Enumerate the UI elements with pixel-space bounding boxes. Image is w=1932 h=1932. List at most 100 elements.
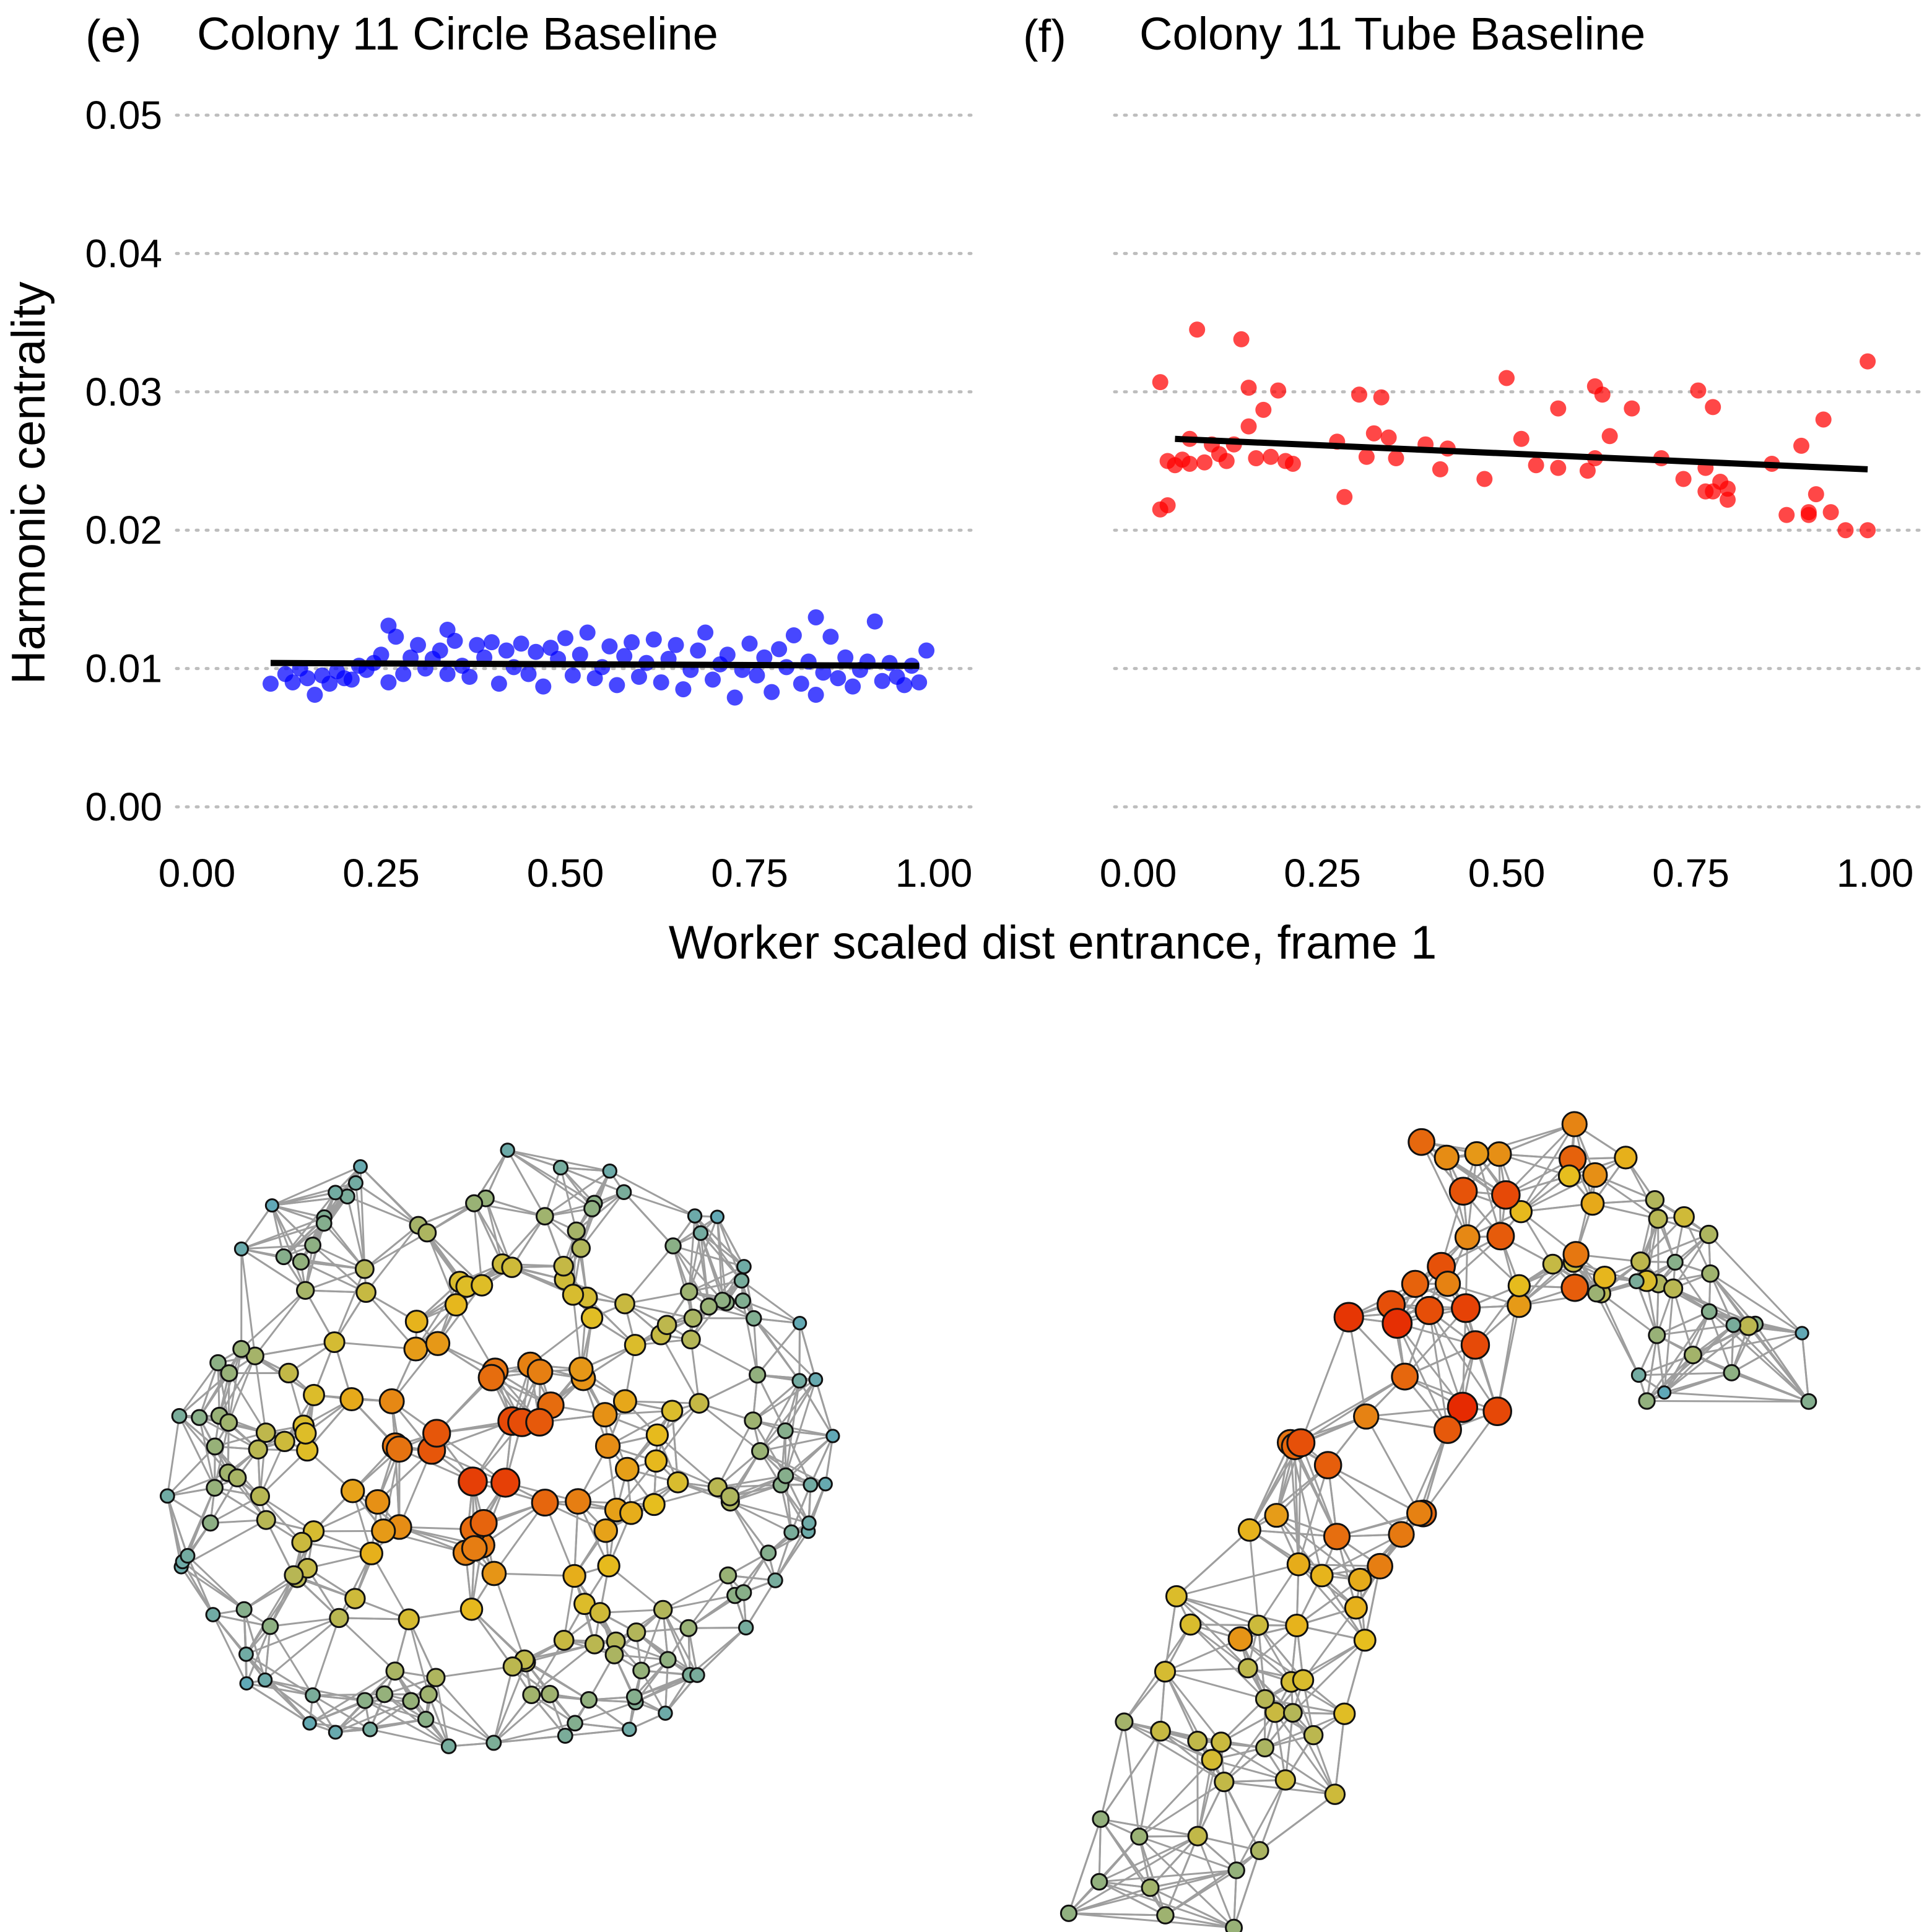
- data-point: [395, 666, 412, 682]
- network-edge: [662, 1574, 729, 1611]
- network-edge: [798, 1323, 801, 1381]
- network-edge: [493, 1722, 575, 1744]
- network-edge: [212, 1614, 248, 1684]
- data-point: [771, 641, 788, 658]
- network-node: [1486, 1141, 1512, 1167]
- network-node: [315, 1215, 333, 1232]
- data-point: [284, 674, 301, 690]
- network-edge: [799, 1323, 817, 1380]
- network-edge: [471, 1608, 514, 1668]
- network-node: [344, 1588, 366, 1609]
- network-edge: [752, 1420, 787, 1476]
- network-node: [625, 1688, 643, 1705]
- data-point: [484, 634, 500, 651]
- data-point: [572, 646, 588, 663]
- network-edge: [507, 1149, 593, 1210]
- network-edge: [1068, 1912, 1234, 1929]
- panel-f-gridlines: [1113, 113, 1921, 809]
- network-edge: [178, 1372, 230, 1417]
- network-edge: [1160, 1730, 1225, 1783]
- network-edge: [166, 1495, 184, 1562]
- network-edge: [784, 1430, 812, 1486]
- network-node: [1738, 1316, 1759, 1336]
- data-point: [1860, 353, 1876, 370]
- network-edge: [1418, 1429, 1449, 1514]
- network-node: [1303, 1725, 1324, 1746]
- network-edge: [241, 1244, 313, 1250]
- network-node: [220, 1364, 238, 1382]
- network-node: [385, 1661, 405, 1681]
- network-node: [481, 1560, 507, 1586]
- network-edge: [1672, 1234, 1710, 1289]
- network-node: [1237, 1518, 1261, 1542]
- network-node: [444, 1293, 468, 1316]
- network-edge: [586, 1297, 636, 1346]
- network-edge: [752, 1380, 800, 1422]
- network-node: [589, 1602, 611, 1624]
- network-edge: [1257, 1625, 1266, 1699]
- network-edge: [790, 1484, 812, 1533]
- network-edge: [493, 1502, 546, 1574]
- network-node: [235, 1601, 253, 1618]
- network-edge: [1710, 1273, 1803, 1334]
- network-edge: [660, 1334, 700, 1404]
- network-edge: [1422, 1411, 1499, 1514]
- network-node: [1388, 1521, 1415, 1548]
- network-node: [256, 1510, 276, 1530]
- data-point: [1240, 380, 1257, 396]
- data-point: [1248, 450, 1264, 467]
- x-axis-title: Worker scaled dist entrance, frame 1: [669, 916, 1437, 969]
- data-point: [1594, 386, 1611, 403]
- data-point: [705, 671, 721, 688]
- data-point: [1793, 437, 1809, 454]
- network-edge: [608, 1565, 664, 1611]
- data-point: [469, 637, 485, 653]
- data-point: [307, 687, 323, 703]
- network-edge: [624, 1290, 690, 1305]
- network-edge: [212, 1613, 271, 1627]
- network-node: [767, 1572, 783, 1588]
- network-edge: [1248, 1530, 1260, 1625]
- network-node: [1353, 1629, 1377, 1652]
- network-node: [398, 1608, 420, 1630]
- network-edge: [1646, 1334, 1658, 1401]
- network-node: [1657, 1385, 1672, 1400]
- network-node: [227, 1468, 247, 1487]
- network-edge: [271, 1205, 285, 1257]
- network-node: [1344, 1596, 1368, 1620]
- network-node: [749, 1366, 767, 1384]
- network-edge: [347, 1195, 419, 1227]
- network-node: [1255, 1689, 1275, 1709]
- network-node: [385, 1435, 413, 1463]
- network-node: [700, 1297, 718, 1316]
- data-point: [1808, 486, 1824, 503]
- network-edge: [198, 1348, 243, 1419]
- network-edge: [312, 1694, 365, 1702]
- network-edge: [1099, 1835, 1198, 1883]
- network-node: [329, 1608, 349, 1629]
- network-edge: [1100, 1818, 1198, 1837]
- network-node: [440, 1738, 457, 1754]
- network-edge: [689, 1266, 745, 1293]
- data-point: [609, 677, 625, 694]
- network-edge: [339, 1617, 409, 1621]
- network-edge: [1294, 1445, 1338, 1538]
- network-edge: [785, 1475, 810, 1524]
- network-node: [469, 1508, 498, 1538]
- network-edge: [1099, 1869, 1237, 1883]
- network-node: [1313, 1451, 1342, 1479]
- network-node: [583, 1199, 601, 1217]
- network-node: [1434, 1144, 1460, 1171]
- data-point: [1336, 489, 1353, 505]
- x-tick-label: 1.00: [1837, 851, 1914, 895]
- network-edge: [426, 1232, 458, 1305]
- network-node: [339, 1387, 364, 1412]
- network-edge: [428, 1694, 495, 1744]
- network-node: [1115, 1712, 1134, 1731]
- data-point: [1358, 448, 1375, 465]
- network-edge: [530, 1640, 565, 1695]
- data-point: [1380, 429, 1397, 446]
- network-node: [465, 1194, 484, 1212]
- network-node: [209, 1354, 227, 1372]
- network-edge: [1123, 1721, 1225, 1783]
